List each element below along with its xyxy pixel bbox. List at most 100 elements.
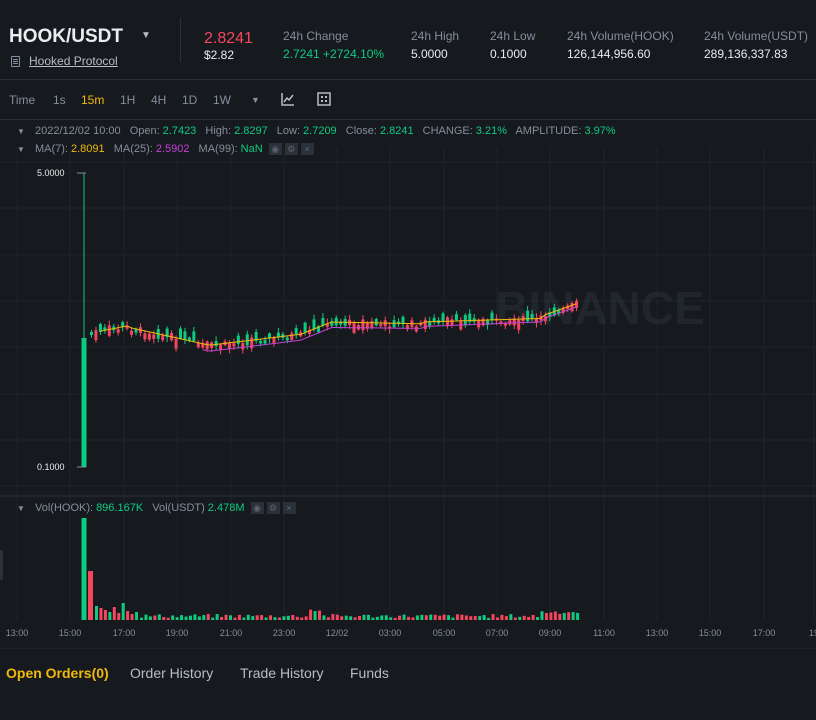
close-icon[interactable]: × <box>300 143 314 156</box>
volume-bar <box>215 614 219 620</box>
stat-24h-volume-usdt: 24h Volume(USDT) 289,136,337.83 <box>704 29 809 61</box>
volume-bar <box>375 616 379 620</box>
tab-trade-history[interactable]: Trade History <box>240 665 324 681</box>
candle-body <box>107 325 111 336</box>
volume-bar <box>380 615 384 620</box>
volume-bar <box>282 616 286 620</box>
pair-dropdown-icon[interactable]: ▼ <box>141 30 151 41</box>
interval-1w[interactable]: 1W <box>213 93 231 107</box>
volume-bar <box>108 612 112 620</box>
candle-body <box>357 325 360 330</box>
volume-bar <box>153 615 157 620</box>
layout-grid-icon[interactable] <box>317 92 331 106</box>
candle-body <box>276 332 280 338</box>
volume-bar <box>553 611 557 620</box>
volume-bar <box>220 616 224 620</box>
candle-body <box>241 342 245 350</box>
ohlc-legend: ▼ 2022/12/02 10:00 Open: 2.7423 High: 2.82… <box>17 125 616 137</box>
volume-bar <box>402 614 406 620</box>
scroll-handle[interactable] <box>0 550 3 580</box>
interval-1s[interactable]: 1s <box>53 93 66 107</box>
candle-body <box>325 323 329 327</box>
project-link-row[interactable]: Hooked Protocol <box>11 54 118 68</box>
volume-bar <box>99 608 103 620</box>
time-axis: 13:00 15:00 17:00 19:00 21:00 23:00 12/02 03:00… <box>6 628 816 638</box>
tab-order-history[interactable]: Order History <box>130 665 214 681</box>
volume-bar <box>184 616 188 620</box>
kline-chart-area[interactable]: BINANCE 13:00 15:00 17:00 19:00 21:00 23:00 12… <box>0 120 816 648</box>
volume-bar <box>358 615 362 620</box>
volume-bar <box>112 607 116 620</box>
volume-bar <box>130 614 134 620</box>
interval-1h[interactable]: 1H <box>120 93 136 107</box>
volume-bar <box>362 614 366 620</box>
volume-bar <box>95 606 98 620</box>
volume-bar <box>349 616 353 620</box>
candle-body <box>245 334 249 346</box>
time-axis-label: 13:00 <box>6 628 29 638</box>
volume-bar <box>202 615 206 620</box>
candle-body <box>130 330 134 335</box>
time-axis-label: 13:00 <box>646 628 669 638</box>
collapse-icon[interactable]: ▼ <box>17 504 25 513</box>
settings-icon[interactable]: ⚙ <box>284 143 298 156</box>
candle-body <box>499 321 503 324</box>
volume-bar <box>540 611 544 620</box>
interval-15m[interactable]: 15m <box>81 93 105 107</box>
trading-pair[interactable]: HOOK/USDT <box>9 26 123 47</box>
time-axis-label: 07:00 <box>486 628 509 638</box>
candle-body <box>414 326 418 332</box>
volume-bar <box>313 611 317 620</box>
close-icon[interactable]: × <box>282 502 296 515</box>
candle-body <box>152 334 156 340</box>
candle-body <box>432 317 436 323</box>
collapse-icon[interactable]: ▼ <box>17 127 25 136</box>
volume-bar <box>464 615 468 620</box>
ma-legend: ▼ MA(7): 2.8091 MA(25): 2.5902 MA(99): NaN … <box>17 143 314 156</box>
market-header: HOOK/USDT ▼ Hooked Protocol 2.8241 $2.82… <box>0 0 816 80</box>
indicators-icon[interactable] <box>281 92 295 106</box>
header-divider <box>180 18 181 62</box>
binance-watermark: BINANCE <box>495 282 705 334</box>
volume-bar <box>206 614 210 620</box>
candle-body <box>254 331 258 341</box>
settings-icon[interactable]: ⚙ <box>266 502 280 515</box>
ma7-line <box>100 303 577 346</box>
volume-bar <box>144 614 148 620</box>
interval-1d[interactable]: 1D <box>182 93 198 107</box>
candle-body <box>477 319 481 328</box>
tab-funds[interactable]: Funds <box>350 665 389 681</box>
chart-grid <box>0 148 816 620</box>
last-price-usd: $2.82 <box>204 48 235 62</box>
more-intervals-icon[interactable]: ▼ <box>251 95 260 105</box>
interval-4h[interactable]: 4H <box>151 93 167 107</box>
volume-bar <box>251 616 255 620</box>
volume-bar <box>384 615 388 620</box>
project-name-link[interactable]: Hooked Protocol <box>29 54 118 68</box>
volume-bar <box>491 614 495 620</box>
candle-body <box>259 340 263 344</box>
hide-indicator-icon[interactable]: ◉ <box>250 502 264 515</box>
candle-body <box>268 333 271 339</box>
volume-bar <box>415 615 419 620</box>
volume-bar <box>193 614 197 620</box>
candle-body <box>134 329 138 333</box>
interval-time[interactable]: Time <box>9 93 36 107</box>
candle-body <box>312 319 316 330</box>
volume-bar <box>424 615 428 620</box>
candle-body <box>374 318 378 326</box>
volume-bar <box>291 614 295 620</box>
candle-body <box>165 328 169 338</box>
volume-bar <box>126 611 130 620</box>
candle-body <box>405 325 409 330</box>
collapse-icon[interactable]: ▼ <box>17 145 25 154</box>
candle-body <box>316 326 320 332</box>
volume-bar <box>393 617 397 620</box>
tab-open-orders[interactable]: Open Orders(0) <box>6 665 109 681</box>
volume-bar <box>103 610 107 620</box>
volume-bar <box>166 617 170 620</box>
hide-indicator-icon[interactable]: ◉ <box>268 143 282 156</box>
kline-chart[interactable]: BINANCE 13:00 15:00 17:00 19:00 21:00 23:00 12… <box>0 120 816 648</box>
volume-bar <box>211 617 215 620</box>
candle-body <box>339 321 343 325</box>
